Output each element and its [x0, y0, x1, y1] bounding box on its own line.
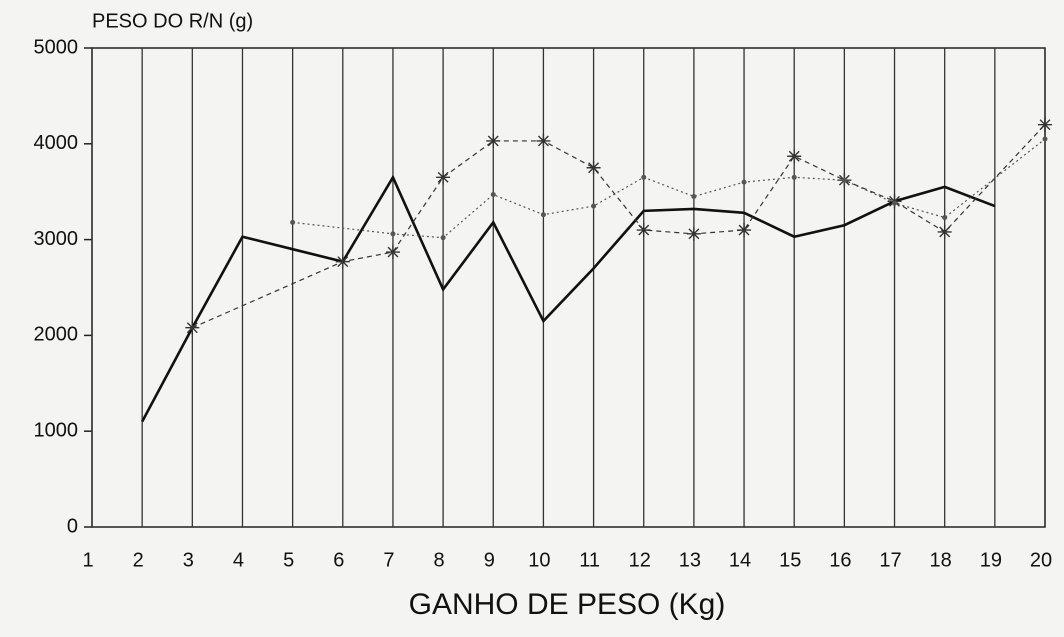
dot-marker	[691, 193, 697, 199]
star-marker	[185, 320, 200, 335]
x-tick-label: 9	[484, 549, 495, 571]
x-axis-title: GANHO DE PESO (Kg)	[409, 588, 726, 621]
y-tick-label: 0	[67, 515, 78, 537]
star-marker	[686, 226, 701, 241]
x-tick-label: 12	[629, 549, 651, 571]
dot-marker	[741, 179, 747, 185]
star-marker	[586, 160, 601, 175]
dot-marker	[290, 219, 296, 225]
x-tick-label: 20	[1030, 549, 1052, 571]
star-marker	[737, 223, 752, 238]
y-tick-label: 4000	[34, 132, 79, 154]
dot-marker	[942, 215, 948, 221]
x-tick-label: 7	[383, 549, 394, 571]
y-axis-title: PESO DO R/N (g)	[92, 10, 253, 32]
y-tick-label: 2000	[34, 324, 79, 346]
star-marker	[536, 133, 551, 148]
x-tick-label: 6	[333, 549, 344, 571]
dot-marker	[440, 235, 446, 241]
star-marker	[486, 133, 501, 148]
x-tick-label: 15	[779, 549, 801, 571]
dot-marker	[892, 200, 898, 206]
dot-marker	[791, 174, 797, 180]
x-tick-label: 18	[930, 549, 952, 571]
x-tick-label: 11	[579, 549, 600, 571]
x-tick-label: 2	[133, 549, 144, 571]
x-tick-label: 17	[879, 549, 901, 571]
y-tick-label: 1000	[34, 419, 79, 441]
dot-marker	[641, 174, 647, 180]
x-tick-label: 4	[233, 549, 244, 571]
y-tick-label: 3000	[34, 228, 79, 250]
dot-marker	[390, 231, 396, 237]
star-marker	[436, 170, 451, 185]
x-tick-label: 3	[183, 549, 194, 571]
x-tick-label: 14	[729, 549, 751, 571]
star-marker	[385, 245, 400, 260]
star-marker	[335, 254, 350, 269]
dot-marker	[490, 192, 496, 198]
series-line	[141, 174, 996, 423]
x-tick-label: 5	[283, 549, 294, 571]
plot-frame	[91, 47, 1046, 528]
y-tick-label: 5000	[34, 36, 79, 58]
x-tick-label: 19	[980, 549, 1002, 571]
star-marker	[787, 149, 802, 164]
star-marker	[1038, 117, 1052, 132]
x-tick-label: 13	[679, 549, 701, 571]
star-marker	[636, 223, 651, 238]
dot-marker	[591, 203, 597, 209]
x-tick-label: 16	[829, 549, 851, 571]
dot-marker	[841, 177, 847, 183]
x-tick-label: 10	[528, 549, 550, 571]
star-marker	[937, 224, 952, 239]
x-tick-label: 8	[434, 549, 445, 571]
dot-marker	[1042, 136, 1048, 142]
dot-marker	[540, 212, 546, 218]
x-tick-label: 1	[82, 549, 93, 571]
series-line	[192, 124, 1046, 329]
series-line	[292, 138, 1046, 239]
